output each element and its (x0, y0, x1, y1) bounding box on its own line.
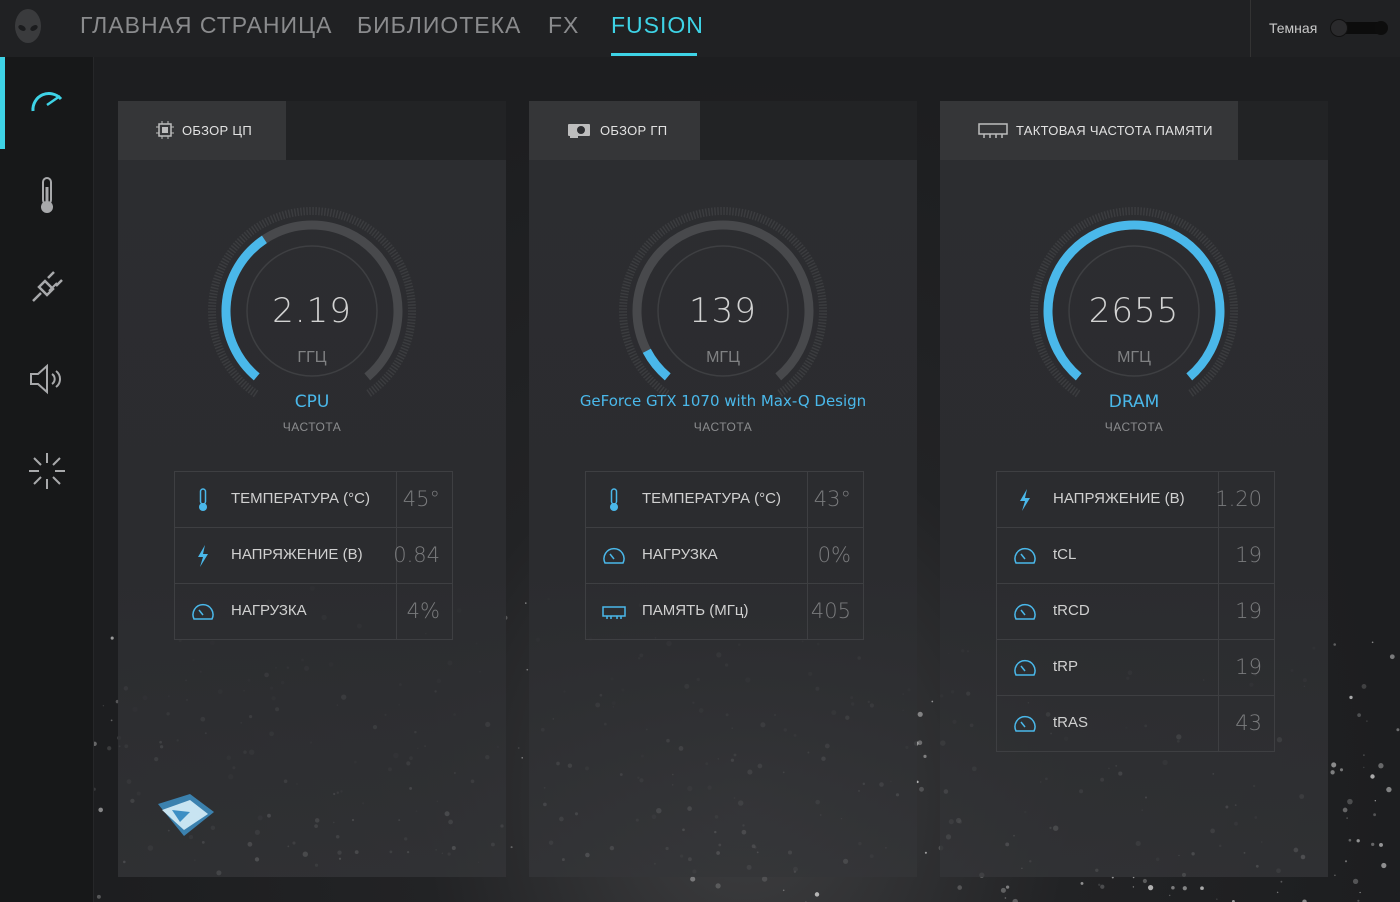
gauge-icon (1014, 603, 1036, 620)
stat-value: 4% (406, 599, 440, 623)
stat-label: tRAS (1053, 714, 1089, 731)
stat-value: 19 (1235, 655, 1262, 679)
stat-label: ПАМЯТЬ (МГц) (642, 602, 749, 619)
gauge-icon (1014, 659, 1036, 676)
stat-label: НАПРЯЖЕНИЕ (В) (1053, 490, 1185, 507)
lightning-icon (198, 545, 208, 567)
device-name: DRAM (1108, 392, 1160, 412)
sidebar-item-lighting[interactable] (0, 425, 94, 517)
power-plug-icon (32, 271, 63, 302)
speaker-icon (30, 363, 61, 395)
sidebar-item-thermal[interactable] (0, 149, 94, 241)
speedometer-icon (31, 92, 63, 112)
gauge-value: 2655 (1088, 291, 1180, 331)
gauge-value: 2.19 (272, 291, 352, 331)
panel-title: ТАКТОВАЯ ЧАСТОТА ПАМЯТИ (1016, 123, 1213, 138)
stat-row: tCL 19 (997, 527, 1274, 583)
stat-label: НАГРУЗКА (231, 602, 307, 619)
stat-value: 43° (813, 487, 851, 511)
sidebar-item-power[interactable] (0, 241, 94, 333)
memory-stats-table: НАПРЯЖЕНИЕ (В) 1.20 tCL 19 tRCD 19 tRP 1… (996, 471, 1275, 752)
stat-label: tRCD (1053, 602, 1090, 619)
stat-label: ТЕМПЕРАТУРА (°C) (642, 490, 781, 507)
gauge-fill-arc (1043, 220, 1225, 381)
device-caption: ЧАСТОТА (1104, 420, 1164, 434)
device-caption: ЧАСТОТА (282, 420, 342, 434)
stat-label: tCL (1053, 546, 1077, 563)
stat-row: ПАМЯТЬ (МГц) 405 (586, 583, 863, 639)
thermometer-icon (610, 488, 618, 511)
stat-row: ТЕМПЕРАТУРА (°C) 45° (175, 472, 452, 527)
lightning-icon (1020, 489, 1030, 511)
device-caption: ЧАСТОТА (693, 420, 753, 434)
gauge-fill-arc (221, 235, 267, 381)
thermometer-icon (41, 177, 53, 213)
panel-title: ОБЗОР ГП (600, 123, 668, 138)
device-name: GeForce GTX 1070 with Max-Q Design (579, 392, 867, 410)
stat-value: 1.20 (1215, 487, 1262, 511)
memory-frequency-gauge (1030, 207, 1238, 398)
tab-fusion[interactable]: FUSION (611, 12, 704, 38)
watermark-logo (158, 794, 214, 836)
stat-value: 405 (810, 599, 851, 623)
cpu-frequency-gauge (208, 207, 416, 398)
stat-row: ТЕМПЕРАТУРА (°C) 43° (586, 472, 863, 527)
gauge-icon (1014, 715, 1036, 732)
light-burst-icon (29, 453, 65, 489)
sidebar-item-performance[interactable] (0, 57, 94, 149)
thermometer-icon (199, 488, 207, 511)
gauge-icon (1014, 547, 1036, 564)
gpu-overview-panel: ОБЗОР ГП 139 МГЦ GeForce GTX 1070 with M… (529, 101, 917, 877)
cpu-stats-table: ТЕМПЕРАТУРА (°C) 45° НАПРЯЖЕНИЕ (В) 0.84… (174, 471, 453, 640)
stat-row: НАПРЯЖЕНИЕ (В) 1.20 (997, 472, 1274, 527)
stat-row: НАГРУЗКА 4% (175, 583, 452, 639)
stat-row: tRP 19 (997, 639, 1274, 695)
topbar-divider (1250, 0, 1251, 57)
gauge-fill-arc (642, 348, 671, 381)
stat-label: tRP (1053, 658, 1079, 675)
tab-home[interactable]: ГЛАВНАЯ СТРАНИЦА (80, 12, 333, 38)
gauge-unit: ГГЦ (297, 349, 327, 366)
active-tab-indicator (611, 53, 697, 56)
theme-toggle[interactable] (1330, 19, 1388, 37)
gpu-frequency-gauge (619, 207, 827, 398)
cpu-overview-panel: ОБЗОР ЦП 2.19 ГГЦ CPU ЧАСТОТА ТЕМПЕРАТУР… (118, 101, 506, 877)
cpu-chip-icon (156, 121, 174, 139)
stat-value: 19 (1235, 599, 1262, 623)
stat-row: НАГРУЗКА 0% (586, 527, 863, 583)
stat-value: 45° (402, 487, 440, 511)
gpu-card-icon (568, 124, 590, 138)
stat-row: tRAS 43 (997, 695, 1274, 751)
theme-label: Темная (1269, 20, 1318, 36)
tab-library[interactable]: БИБЛИОТЕКА (357, 12, 522, 38)
tab-fx[interactable]: FX (548, 12, 580, 38)
stat-label: ТЕМПЕРАТУРА (°C) (231, 490, 370, 507)
gauge-icon (192, 603, 214, 620)
gauge-icon (603, 547, 625, 564)
cpu-panel-header (118, 101, 286, 160)
sidebar (0, 57, 94, 902)
gauge-unit: МГЦ (706, 349, 740, 366)
device-name: CPU (294, 392, 330, 412)
gauge-unit: МГЦ (1117, 349, 1151, 366)
stat-value: 43 (1235, 711, 1262, 735)
alien-logo-icon[interactable] (10, 8, 46, 48)
gpu-panel-header (529, 101, 700, 160)
sidebar-item-audio[interactable] (0, 333, 94, 425)
memory-clock-panel: ТАКТОВАЯ ЧАСТОТА ПАМЯТИ 2655 МГЦ DRAM ЧА… (940, 101, 1328, 877)
memory-panel-header (940, 101, 1238, 160)
stat-row: НАПРЯЖЕНИЕ (В) 0.84 (175, 527, 452, 583)
memory-module-icon (978, 123, 1008, 138)
memory-module-icon (602, 606, 626, 619)
top-navigation-bar: ГЛАВНАЯ СТРАНИЦА БИБЛИОТЕКА FX FUSION Те… (0, 0, 1400, 57)
gauge-value: 139 (689, 291, 757, 331)
stat-value: 0.84 (393, 543, 440, 567)
stat-value: 0% (817, 543, 851, 567)
panel-title: ОБЗОР ЦП (182, 123, 252, 138)
gpu-stats-table: ТЕМПЕРАТУРА (°C) 43° НАГРУЗКА 0% ПАМЯТЬ … (585, 471, 864, 640)
stat-label: НАПРЯЖЕНИЕ (В) (231, 546, 363, 563)
stat-row: tRCD 19 (997, 583, 1274, 639)
stat-value: 19 (1235, 543, 1262, 567)
stat-label: НАГРУЗКА (642, 546, 718, 563)
